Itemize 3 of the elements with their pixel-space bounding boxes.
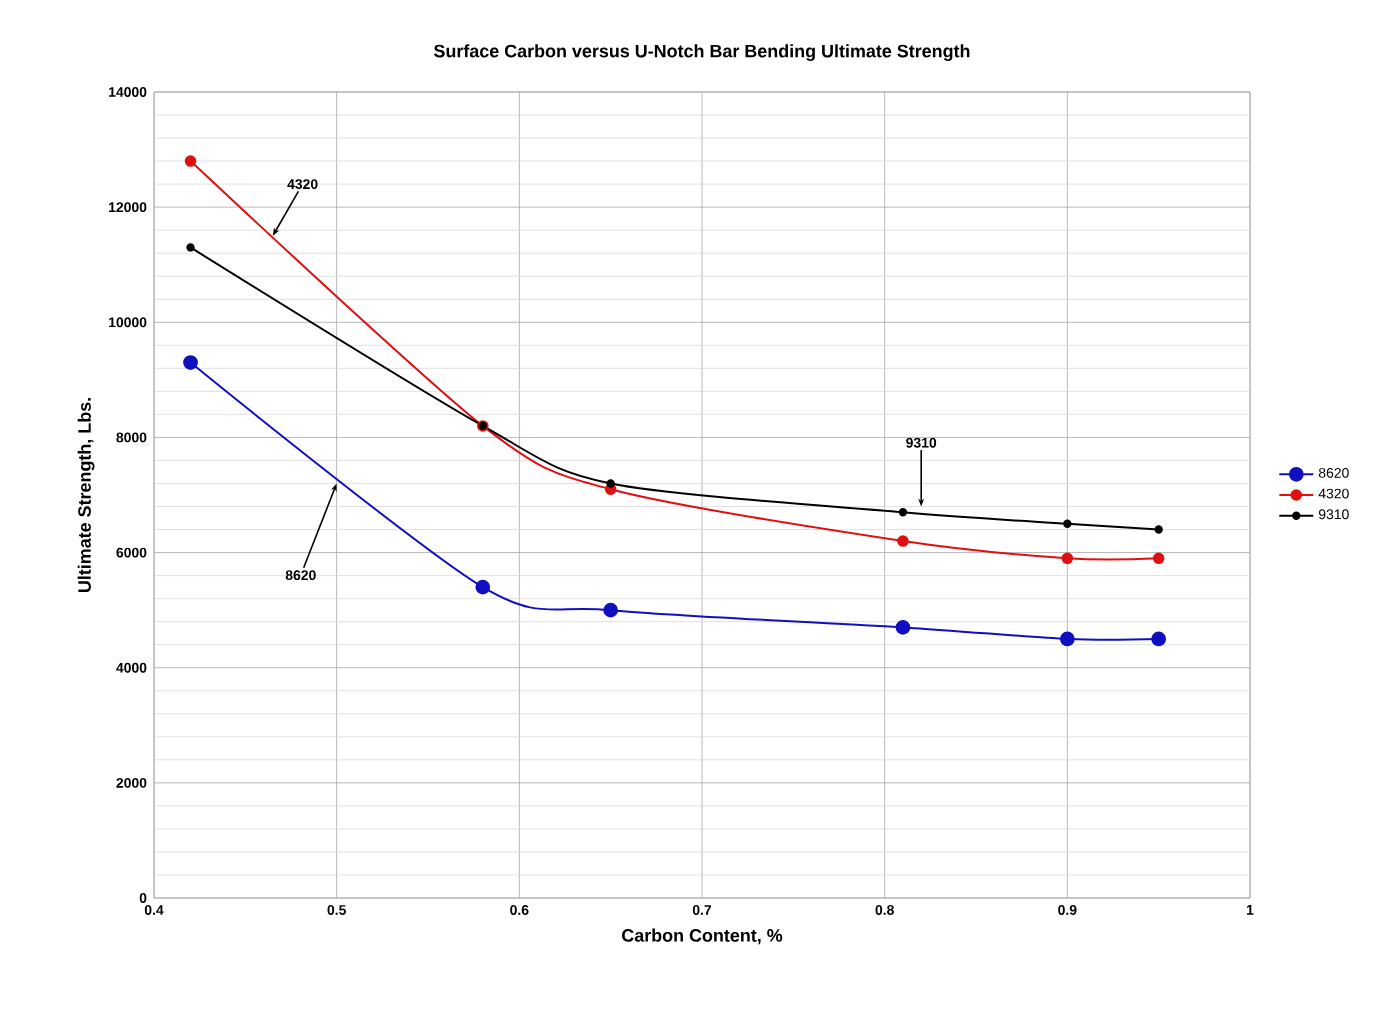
y-axis-title: Ultimate Strength, Lbs. <box>77 398 95 593</box>
chart-title: Surface Carbon versus U-Notch Bar Bending Ultimate Strength <box>433 44 970 62</box>
x-axis-title: Carbon Content, % <box>622 928 783 945</box>
